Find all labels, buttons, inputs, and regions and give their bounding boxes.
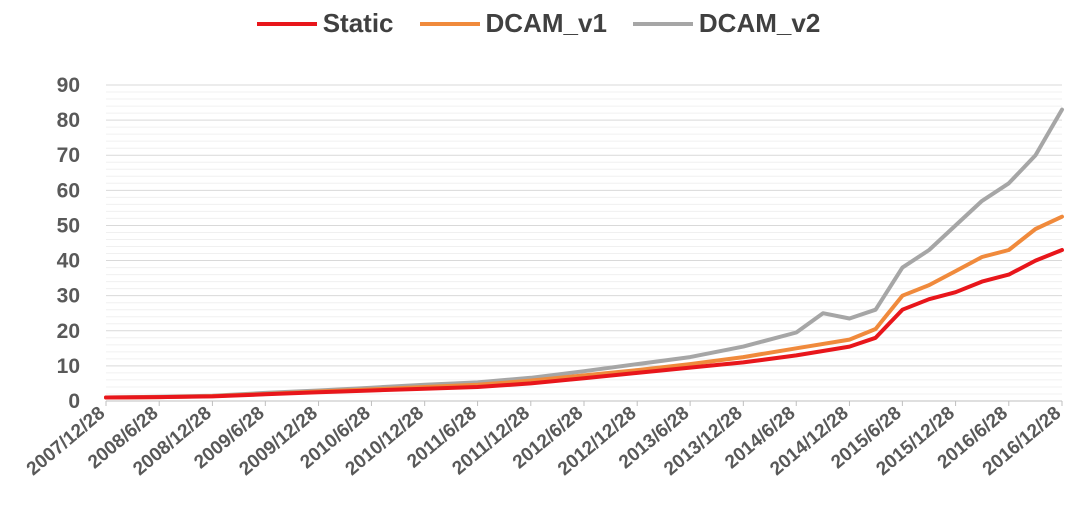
y-tick-label: 0 xyxy=(68,390,80,413)
legend-item-static: Static xyxy=(256,8,394,39)
y-tick-label: 50 xyxy=(57,214,80,237)
legend-label-dcam-v2: DCAM_v2 xyxy=(698,8,821,38)
legend-swatch-dcam-v2 xyxy=(632,21,693,26)
y-tick-label: 80 xyxy=(57,109,80,132)
y-tick-label: 10 xyxy=(57,355,80,378)
series-line-static xyxy=(104,248,1064,400)
y-tick-label: 30 xyxy=(57,285,80,308)
y-tick-label: 70 xyxy=(57,144,80,167)
legend-item-dcam-v2: DCAM_v2 xyxy=(632,8,821,39)
legend-label-dcam-v1: DCAM_v1 xyxy=(485,8,607,38)
legend-label-static: Static xyxy=(322,8,394,38)
legend: Static DCAM_v1 DCAM_v2 xyxy=(0,8,1077,39)
y-tick-label: 40 xyxy=(57,250,80,273)
y-tick-label: 20 xyxy=(57,320,80,343)
legend-swatch-static xyxy=(256,21,317,26)
y-tick-label: 60 xyxy=(57,179,80,202)
legend-item-dcam-v1: DCAM_v1 xyxy=(419,8,607,39)
legend-swatch-dcam-v1 xyxy=(419,21,480,26)
y-tick-label: 90 xyxy=(57,74,80,97)
